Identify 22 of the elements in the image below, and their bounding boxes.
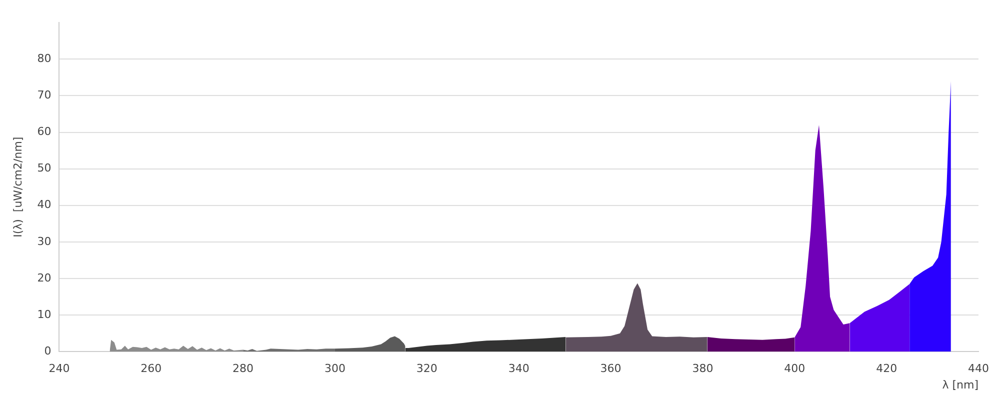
x-tick-label: 320 — [416, 362, 438, 376]
x-tick-label: 440 — [968, 362, 989, 376]
x-tick-label: 380 — [692, 362, 714, 376]
x-tick-label: 420 — [876, 362, 898, 376]
y-axis-title: I(λ) [uW/cm2/nm] — [11, 136, 24, 238]
x-tick-label: 340 — [508, 362, 530, 376]
y-tick-label: 80 — [37, 52, 52, 66]
y-tick-label: 40 — [37, 198, 52, 212]
x-tick-label: 240 — [48, 362, 70, 376]
y-tick-label: 0 — [44, 344, 52, 358]
y-tick-label: 60 — [37, 125, 52, 138]
x-tick-label: 260 — [140, 362, 162, 376]
y-tick-label: 50 — [37, 162, 52, 175]
x-tick-label: 300 — [324, 362, 346, 376]
x-tick-label: 360 — [600, 362, 622, 376]
y-tick-label: 20 — [37, 271, 52, 284]
x-tick-label: 400 — [784, 362, 806, 376]
y-tick-label: 10 — [37, 308, 52, 321]
x-axis-title: λ [nm] — [942, 378, 978, 392]
y-tick-label: 70 — [37, 88, 52, 102]
x-tick-label: 280 — [232, 362, 254, 376]
y-tick-label: 30 — [37, 234, 52, 248]
